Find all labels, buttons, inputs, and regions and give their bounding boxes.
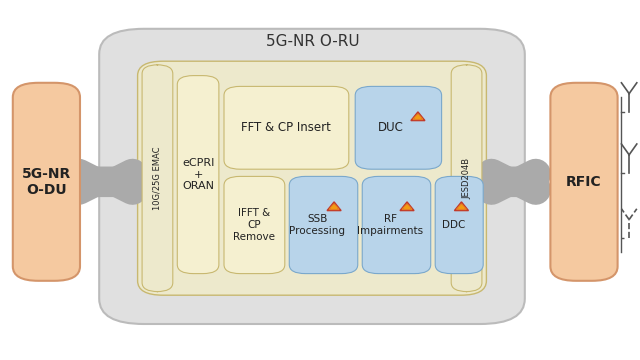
Text: RFIC: RFIC <box>566 175 602 189</box>
FancyBboxPatch shape <box>362 176 431 274</box>
FancyBboxPatch shape <box>99 29 525 324</box>
Polygon shape <box>454 202 468 211</box>
Polygon shape <box>404 206 410 208</box>
Polygon shape <box>402 204 412 210</box>
FancyBboxPatch shape <box>289 176 358 274</box>
FancyBboxPatch shape <box>224 86 349 169</box>
Text: 5G-NR
O-DU: 5G-NR O-DU <box>22 167 71 197</box>
Text: eCPRI
+
ORAN: eCPRI + ORAN <box>182 158 214 191</box>
FancyBboxPatch shape <box>451 65 482 292</box>
Text: RF
Impairments: RF Impairments <box>357 214 423 236</box>
FancyBboxPatch shape <box>177 76 219 274</box>
FancyBboxPatch shape <box>13 83 80 281</box>
Polygon shape <box>456 204 467 210</box>
Polygon shape <box>332 206 337 208</box>
Text: SSB
Processing: SSB Processing <box>289 214 345 236</box>
Polygon shape <box>459 206 464 208</box>
FancyBboxPatch shape <box>355 86 442 169</box>
Polygon shape <box>400 202 414 211</box>
Polygon shape <box>411 112 425 121</box>
FancyBboxPatch shape <box>550 83 618 281</box>
Text: IFFT &
CP
Remove: IFFT & CP Remove <box>234 208 275 242</box>
Text: 10G/25G EMAC: 10G/25G EMAC <box>153 147 162 210</box>
FancyBboxPatch shape <box>435 176 483 274</box>
FancyBboxPatch shape <box>142 65 173 292</box>
Text: DUC: DUC <box>378 121 403 134</box>
Text: 5G-NR O-RU: 5G-NR O-RU <box>266 34 359 49</box>
Polygon shape <box>327 202 341 211</box>
FancyBboxPatch shape <box>224 176 285 274</box>
FancyBboxPatch shape <box>138 61 486 295</box>
Text: DDC: DDC <box>442 220 465 230</box>
Text: JESD204B: JESD204B <box>462 158 471 199</box>
Polygon shape <box>413 114 423 120</box>
Text: FFT & CP Insert: FFT & CP Insert <box>241 121 332 134</box>
Polygon shape <box>415 116 420 118</box>
Polygon shape <box>329 204 339 210</box>
